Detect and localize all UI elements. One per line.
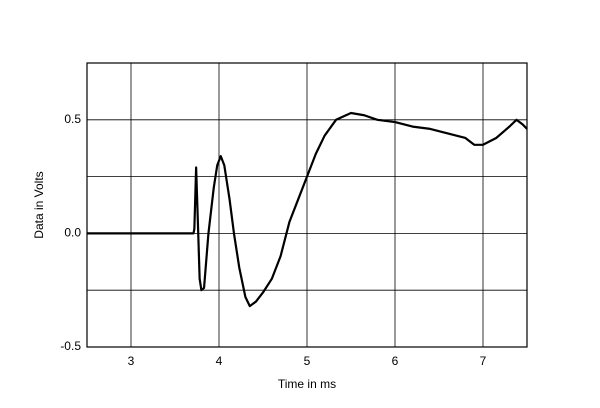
x-tick-label: 7 [480, 354, 487, 368]
y-tick-label: -0.5 [60, 339, 81, 353]
x-tick-label: 4 [216, 354, 223, 368]
data-line [87, 111, 528, 308]
x-tick-label: 5 [304, 354, 311, 368]
x-axis-label: Time in ms [278, 377, 336, 391]
x-tick-label: 3 [128, 354, 135, 368]
y-tick-label: 0.0 [64, 226, 81, 240]
y-axis-label: Data in Volts [32, 171, 46, 238]
plot-frame [86, 62, 528, 348]
x-tick-label: 6 [392, 354, 399, 368]
y-tick-label: 0.5 [64, 112, 81, 126]
